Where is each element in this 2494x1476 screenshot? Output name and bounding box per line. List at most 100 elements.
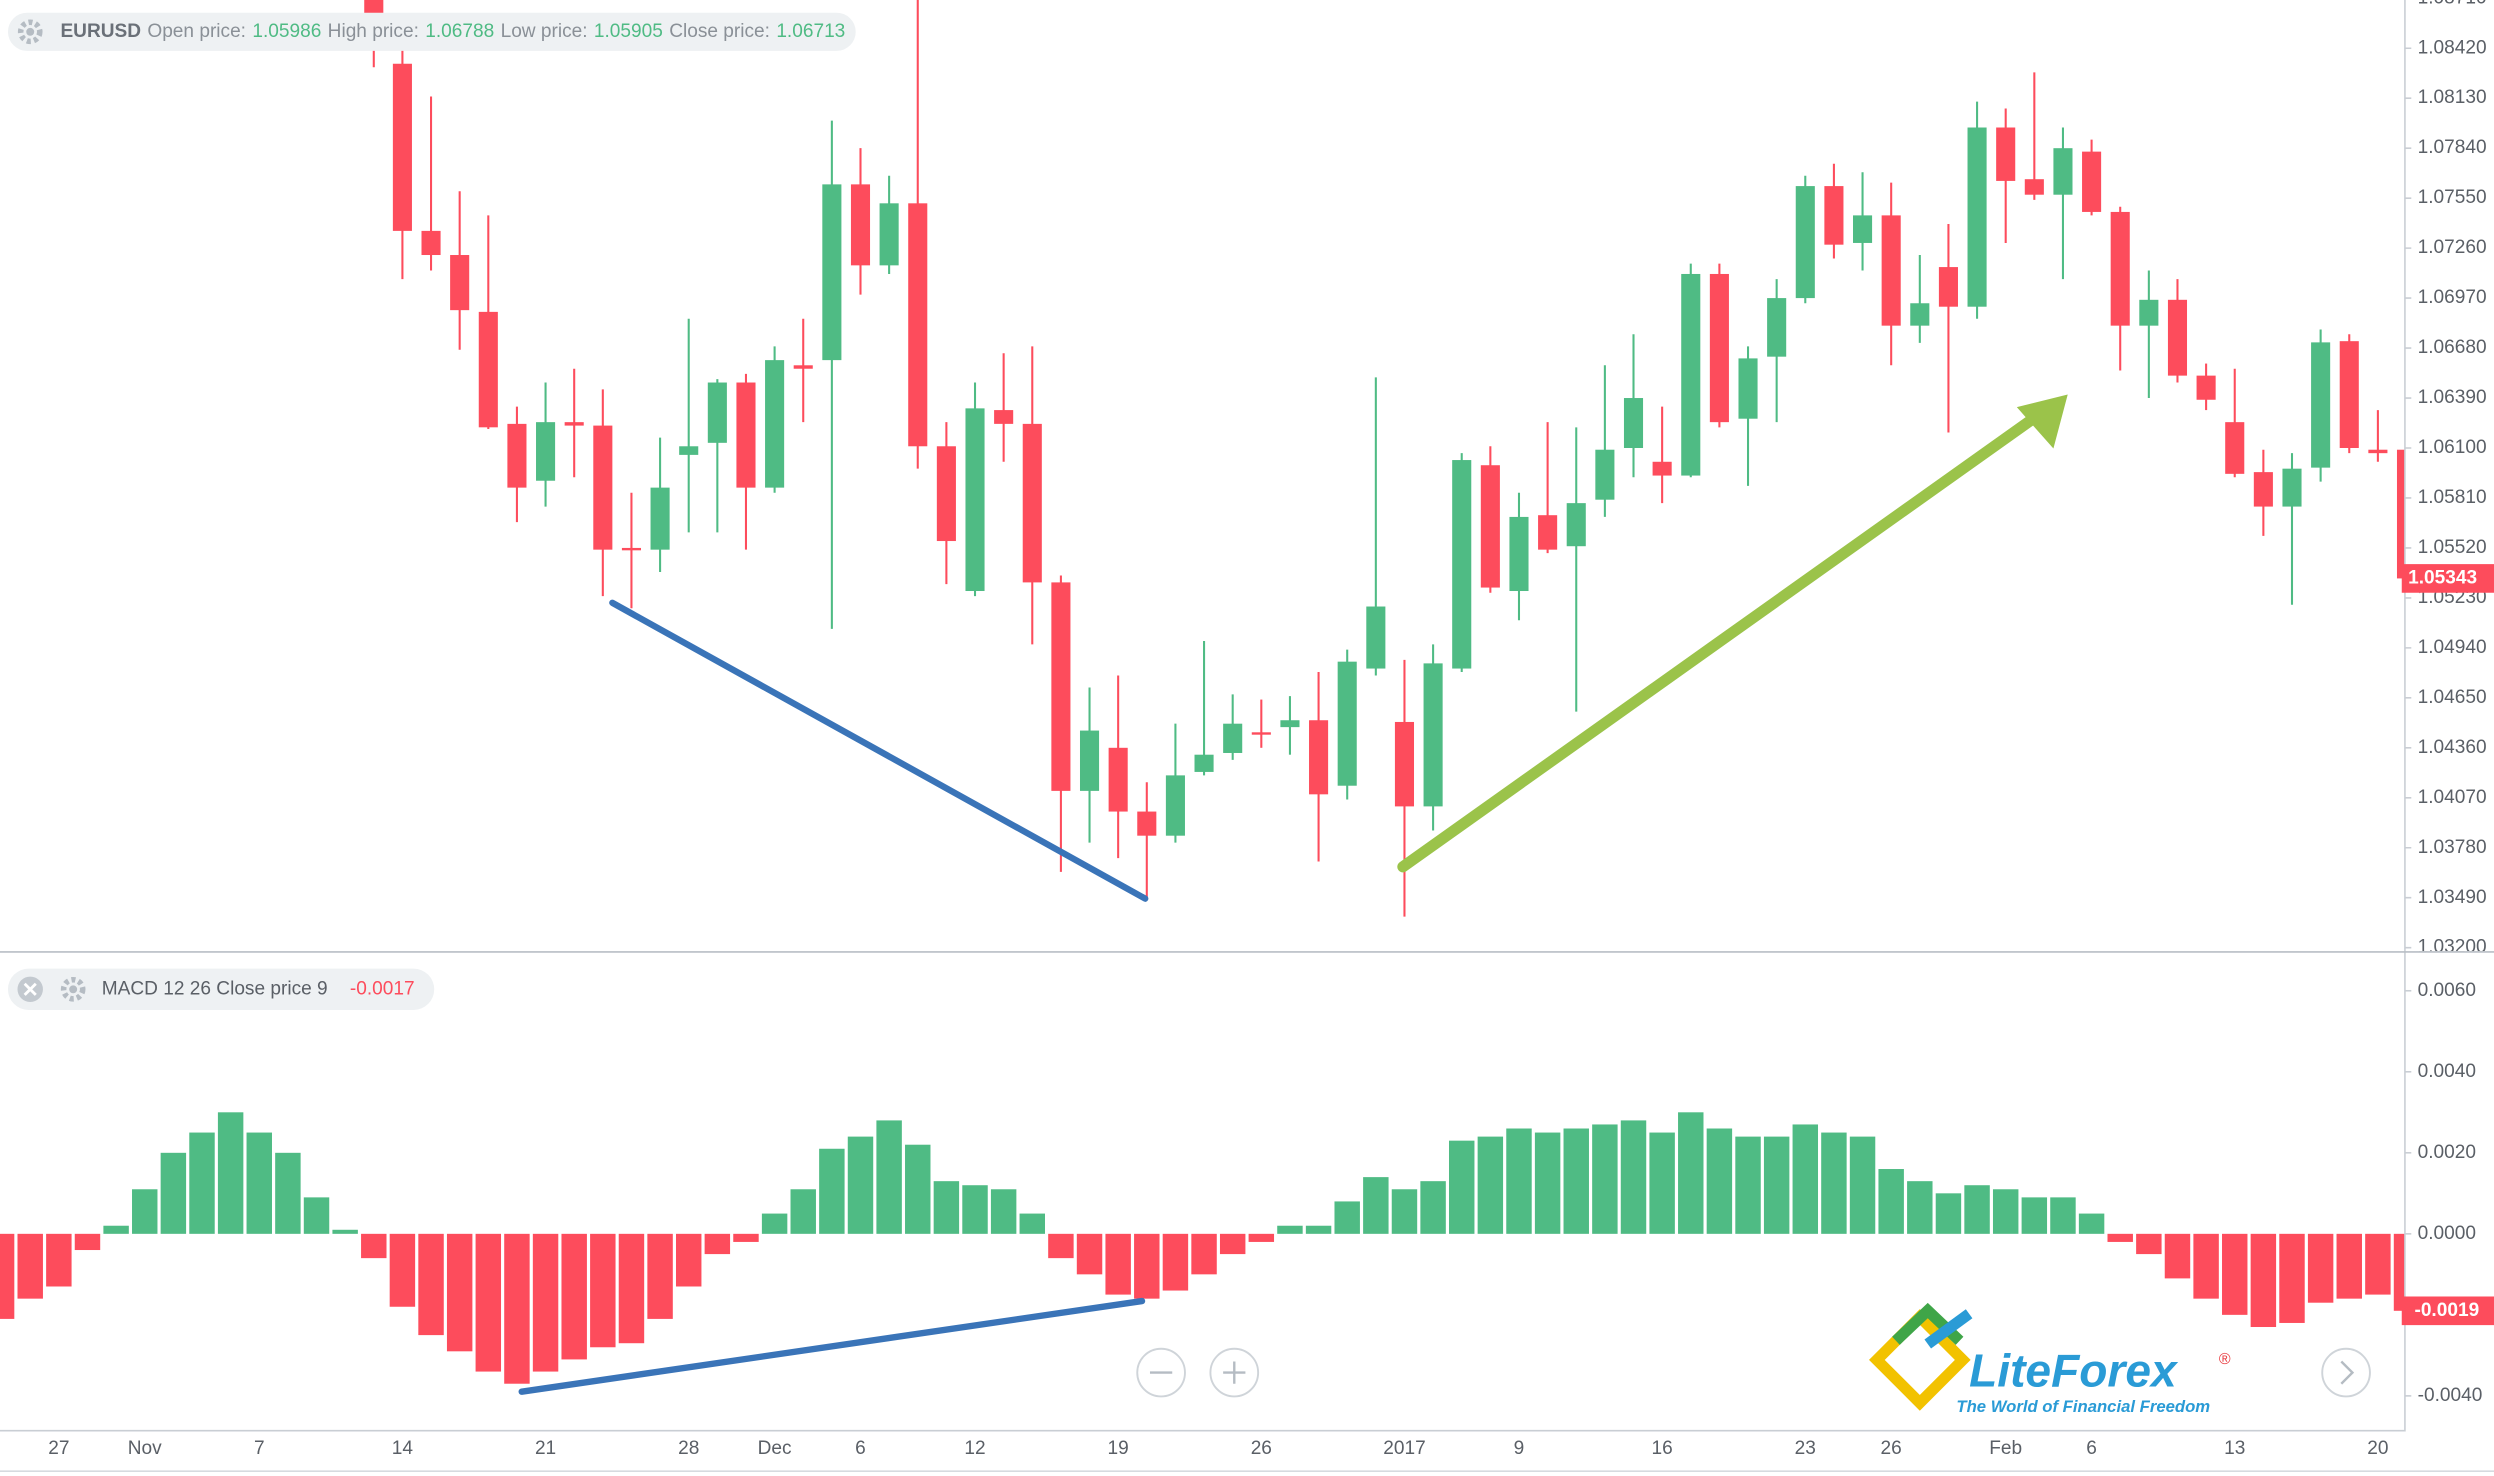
field-value: 1.05905 [594,21,663,42]
histogram-bar [475,1233,502,1372]
candle-body [679,446,699,455]
histogram-bar [1592,1124,1618,1234]
scroll-right-icon [2340,1360,2355,1385]
candle-body [1051,582,1071,791]
histogram-bar [1105,1233,1131,1295]
x-tick-label: 26 [1251,1438,1272,1459]
x-tick-label: 21 [535,1438,556,1459]
candle-body [2396,449,2405,579]
settings-icon[interactable] [60,976,86,1002]
x-tick-label: Dec [758,1438,792,1459]
field-value: 1.06713 [776,21,845,42]
candle-body [1738,358,1758,419]
candle-body [2282,468,2302,507]
candle-body [650,487,670,550]
histogram-bar [1134,1233,1160,1299]
arrow-head [2016,394,2068,449]
macd-pane [0,1112,2405,1384]
histogram-bar [2250,1233,2277,1328]
field-value: 1.05986 [252,21,321,42]
candle-body [1309,720,1329,795]
candle-body [1366,606,1386,669]
candle-body [879,203,899,266]
histogram-bar [733,1233,759,1242]
price-axis: 1.03200 1.03490 1.03780 1.04070 1.04360 1.046… [2404,0,2487,951]
candle-body [850,184,871,266]
settings-icon[interactable] [17,19,43,45]
candle-body [2139,299,2159,326]
divergence-line [518,1297,1146,1395]
histogram-bar [905,1144,931,1234]
macd-header-pill [7,968,435,1010]
x-tick-label: 12 [964,1438,985,1459]
histogram-bar [2393,1233,2405,1311]
histogram-bar [647,1233,673,1319]
histogram-bar [418,1233,444,1336]
candle-body [1853,215,1873,243]
field-label: Close price: [669,21,770,42]
candle-body [822,184,842,361]
close-icon-x [23,982,37,996]
field-label: Low price: [501,21,588,42]
candle-body [1967,127,1987,307]
candle-body [1881,215,1901,326]
histogram-bar [2136,1233,2162,1255]
histogram-bar [160,1152,187,1234]
y-tick-label: 0.0060 [2418,980,2476,1001]
x-tick-label: 28 [678,1438,699,1459]
candle-body [1824,186,1844,245]
zoom-in-icon [1223,1361,1246,1384]
settings-icon-core [26,27,35,36]
y-tick-label: -0.0040 [2418,1385,2483,1406]
histogram-bar [618,1233,645,1344]
macd-title: MACD 12 26 Close price 9 [102,978,328,999]
candle-body [2110,211,2130,326]
scroll-right-button[interactable] [2321,1347,2371,1398]
current-value-label: -0.0019 [2414,1300,2479,1321]
candle-body [2196,375,2216,400]
candle-body [1709,273,1729,423]
candle-body [1652,461,1672,476]
candle-body [1165,775,1185,836]
histogram-bar [933,1181,960,1234]
histogram-bar [1191,1233,1217,1275]
x-tick-label: 7 [254,1438,265,1459]
x-tick-label: 9 [1514,1438,1525,1459]
y-tick-label: 1.03490 [2418,887,2487,908]
field-label: High price: [328,21,419,42]
histogram-bar [446,1233,473,1352]
y-tick-label: 1.07260 [2418,237,2487,258]
y-tick-label: 1.05810 [2418,487,2487,508]
x-tick-label: 14 [392,1438,414,1459]
histogram-bar [2307,1233,2334,1303]
price-pane [364,0,2405,917]
x-tick-label: 2017 [1383,1438,1425,1459]
x-tick-label: 27 [48,1438,69,1459]
histogram-bar [246,1132,272,1234]
y-tick-label: 1.06970 [2418,287,2487,308]
histogram-bar [1305,1225,1332,1234]
histogram-bar [1964,1185,1990,1234]
candle-body [2082,151,2102,212]
histogram-bar [1563,1128,1589,1234]
histogram-bar [1162,1233,1189,1291]
candle-body [421,230,441,256]
histogram-bar [1678,1112,1704,1234]
histogram-bar [1620,1120,1647,1234]
histogram-bar [1449,1140,1475,1234]
candle-body [1223,723,1243,753]
histogram-bar [847,1136,874,1234]
candle-body [965,408,985,592]
x-tick-label: 19 [1108,1438,1129,1459]
candle-body [793,365,813,369]
settings-icon-core [69,985,78,994]
y-tick-label: 1.07550 [2418,187,2487,208]
histogram-bar [103,1225,129,1234]
y-tick-label: 1.08420 [2418,37,2487,58]
candle-body [2339,341,2359,448]
histogram-bar [761,1213,788,1234]
y-tick-label: 1.06390 [2418,387,2487,408]
histogram-bar [561,1233,587,1360]
candle-body [1767,298,1787,357]
histogram-bar [990,1189,1017,1234]
